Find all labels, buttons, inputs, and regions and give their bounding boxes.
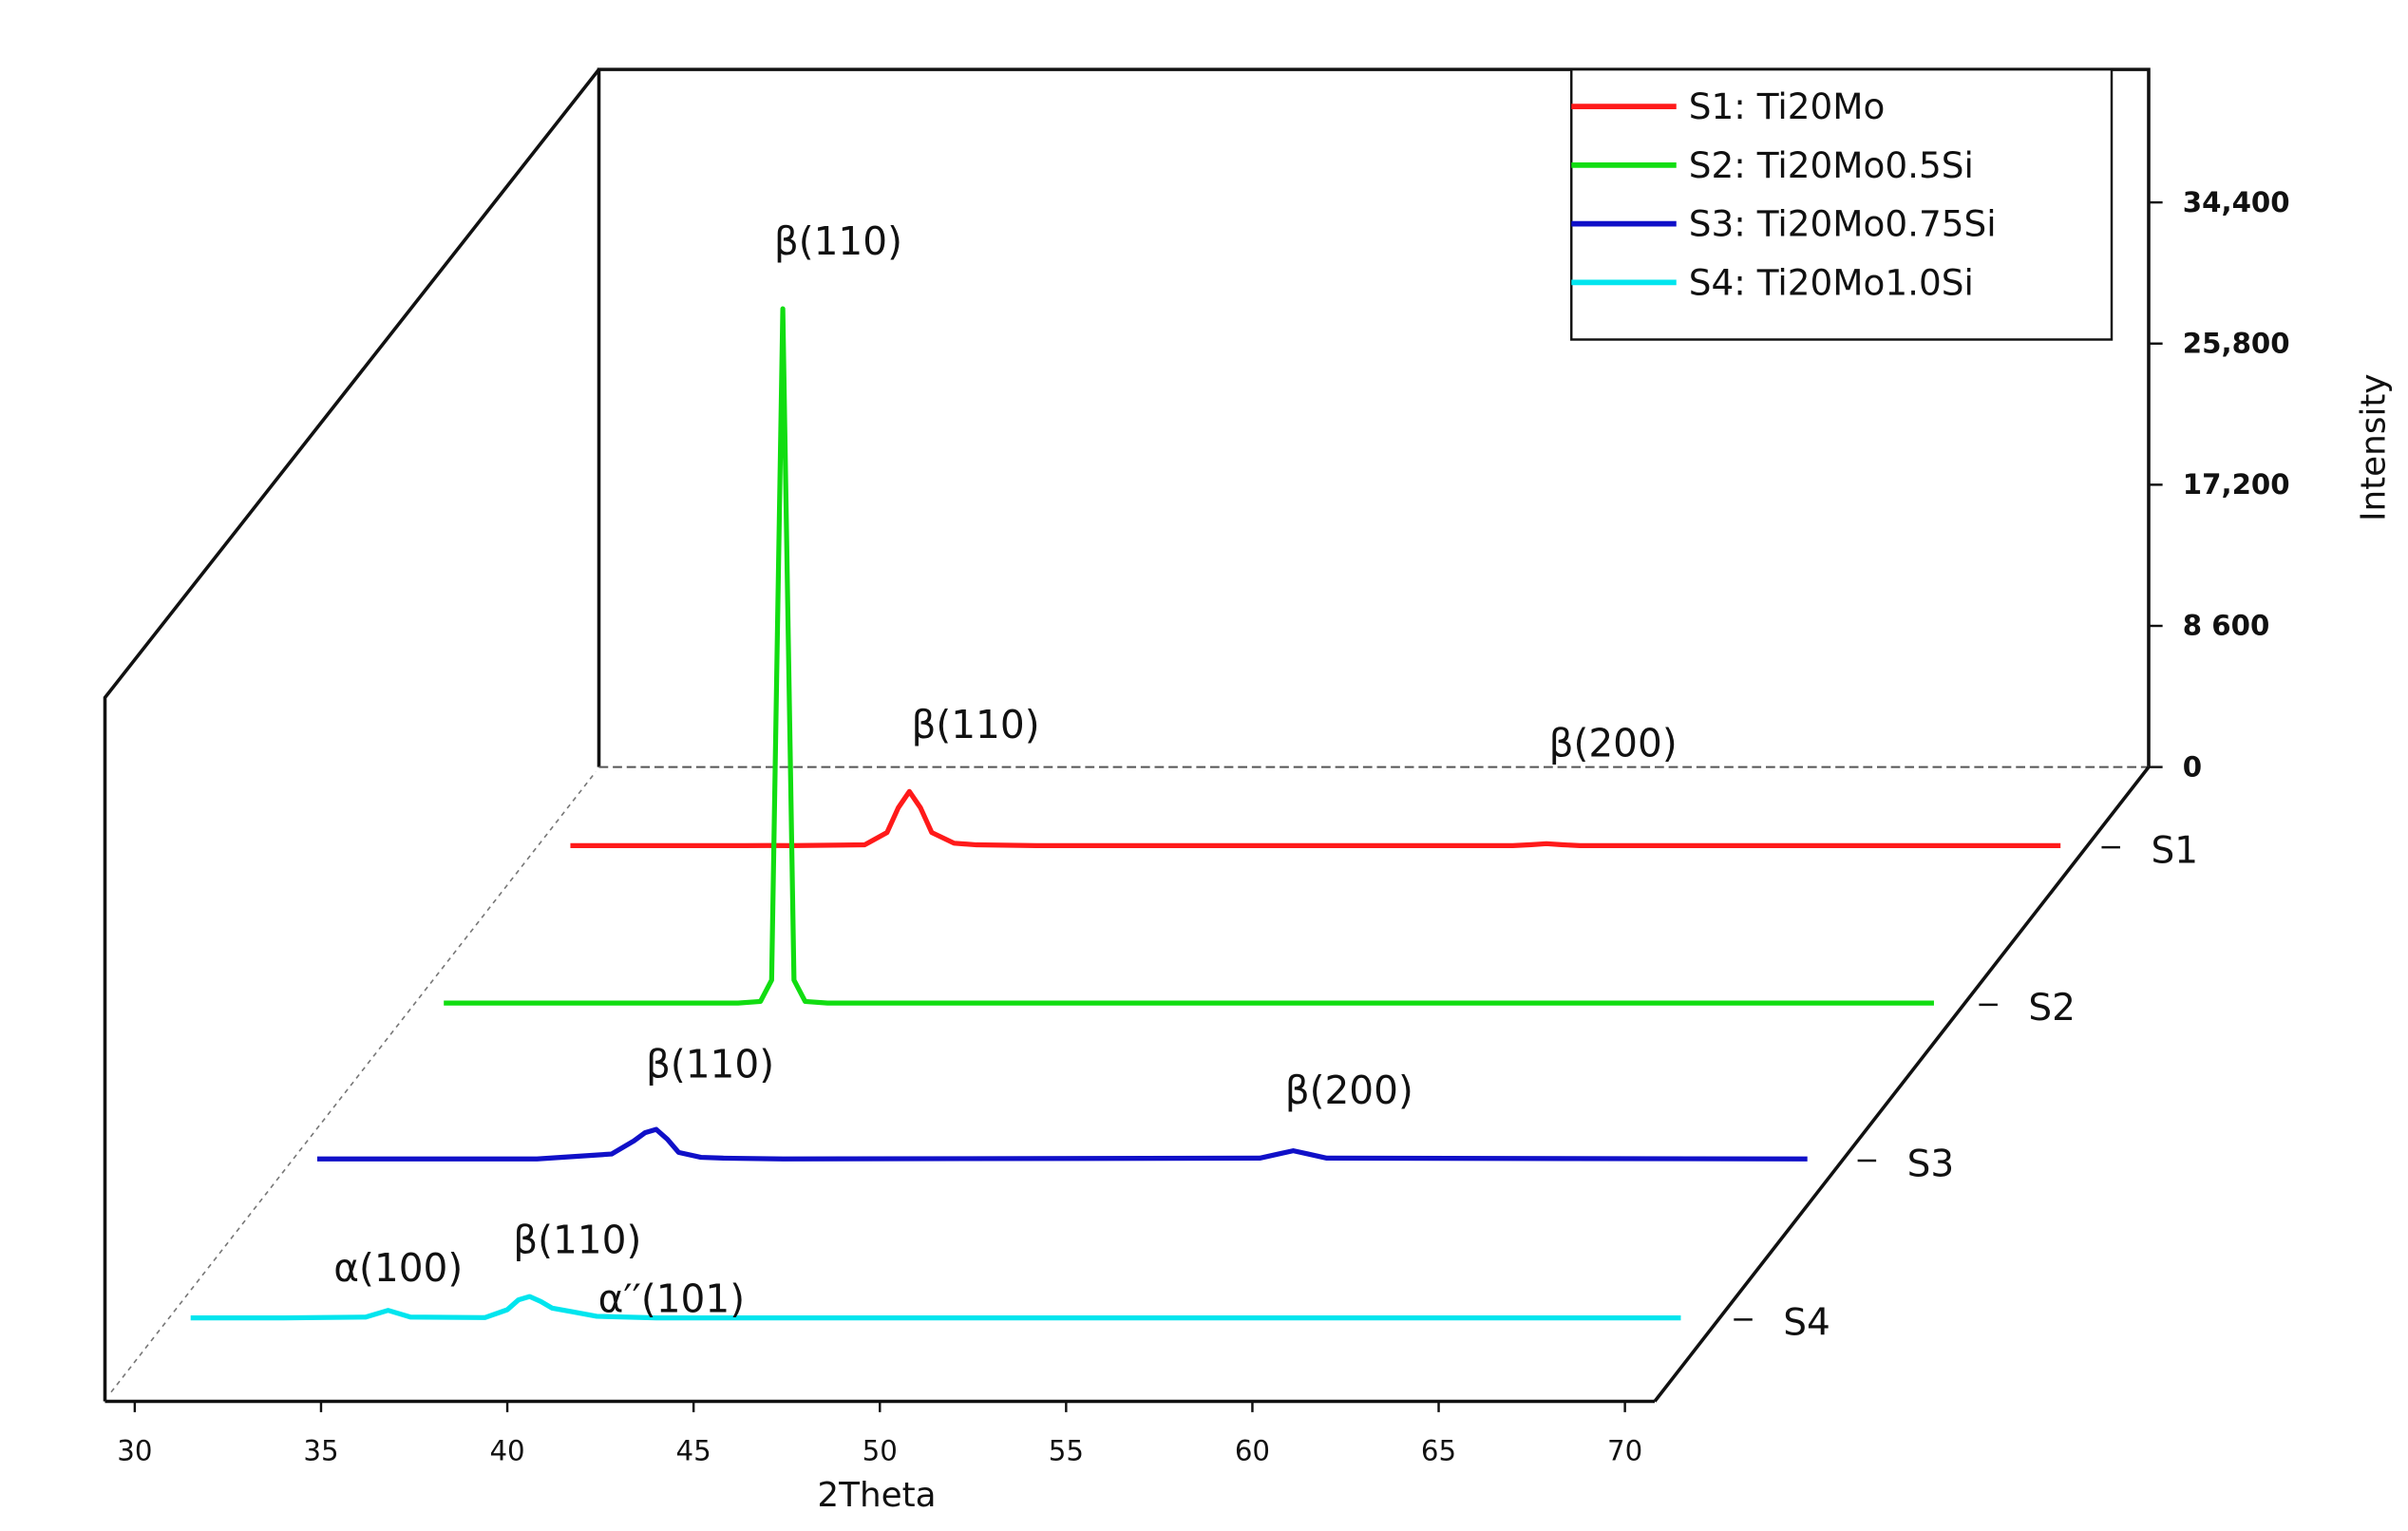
x-tick-label: 55 [1049,1434,1084,1466]
depth-label: S2 [2028,987,2076,1030]
legend-box [1570,67,2114,341]
y-axis-label: Intensity [2355,373,2394,521]
y-tick-label: 25,800 [2183,327,2290,359]
left-floor-edge [110,770,597,1393]
y-tick-label: 0 [2183,750,2202,783]
series-line [444,306,1934,1006]
series-line [316,1126,1808,1162]
legend: S1: Ti20Mo S2: Ti20Mo0.5Si S3: Ti20Mo0.75S… [1570,67,2114,341]
peak-annotation: β(110) [513,1218,641,1263]
legend-label: S3: Ti20Mo0.75Si [1689,203,1997,245]
series-line [190,1294,1681,1321]
peak-annotation: β(200) [1285,1068,1413,1113]
legend-label: S1: Ti20Mo [1689,85,1886,127]
side-wall [103,68,600,1402]
x-tick-label: 30 [117,1434,152,1466]
depth-axis [1653,766,2151,1403]
x-tick-label: 35 [303,1434,338,1466]
x-tick-label: 60 [1235,1434,1270,1466]
x-axis-label: 2Theta [817,1476,936,1515]
depth-label: S3 [1907,1143,1955,1185]
legend-label: S4: Ti20Mo1.0Si [1689,261,1974,303]
peak-annotation: β(110) [646,1041,774,1087]
x-tick-label: 65 [1421,1434,1456,1466]
y-tick-label: 8 600 [2183,610,2270,642]
back-wall [597,67,2151,767]
peak-annotation: α′′(101) [598,1276,745,1321]
y-tick-label: 34,400 [2183,186,2290,218]
x-tick-label: 40 [489,1434,524,1466]
peak-annotation: α(100) [333,1245,463,1291]
x-tick-label: 50 [863,1434,898,1466]
y-tick-label: 17,200 [2183,468,2290,501]
peak-annotation: β(110) [911,702,1039,747]
peak-annotation: β(200) [1549,720,1678,766]
peak-annotation: β(110) [774,218,902,264]
depth-label: S4 [1783,1302,1830,1345]
x-tick-label: 45 [676,1434,711,1466]
x-tick-label: 70 [1607,1434,1642,1466]
depth-label: S1 [2151,829,2198,872]
legend-label: S2: Ti20Mo0.5Si [1689,144,1974,186]
